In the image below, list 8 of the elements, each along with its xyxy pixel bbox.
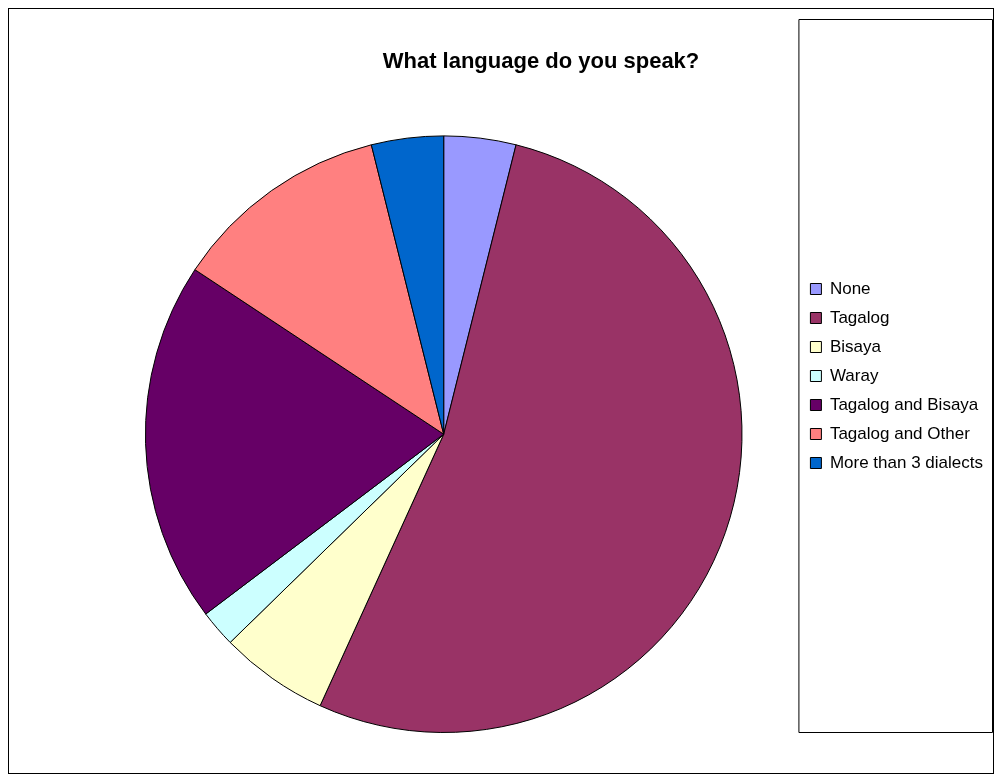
legend-label: Waray <box>829 365 879 385</box>
text: What language do you speak? <box>382 48 700 74</box>
legend-label: More than 3 dialects <box>829 452 984 472</box>
legend-label: None <box>829 278 871 298</box>
legend-label: Bisaya <box>829 336 882 356</box>
legend-label: Tagalog and Bisaya <box>829 394 979 414</box>
legend-label: Tagalog and Other <box>829 423 971 443</box>
legend-label: Tagalog <box>829 307 890 327</box>
